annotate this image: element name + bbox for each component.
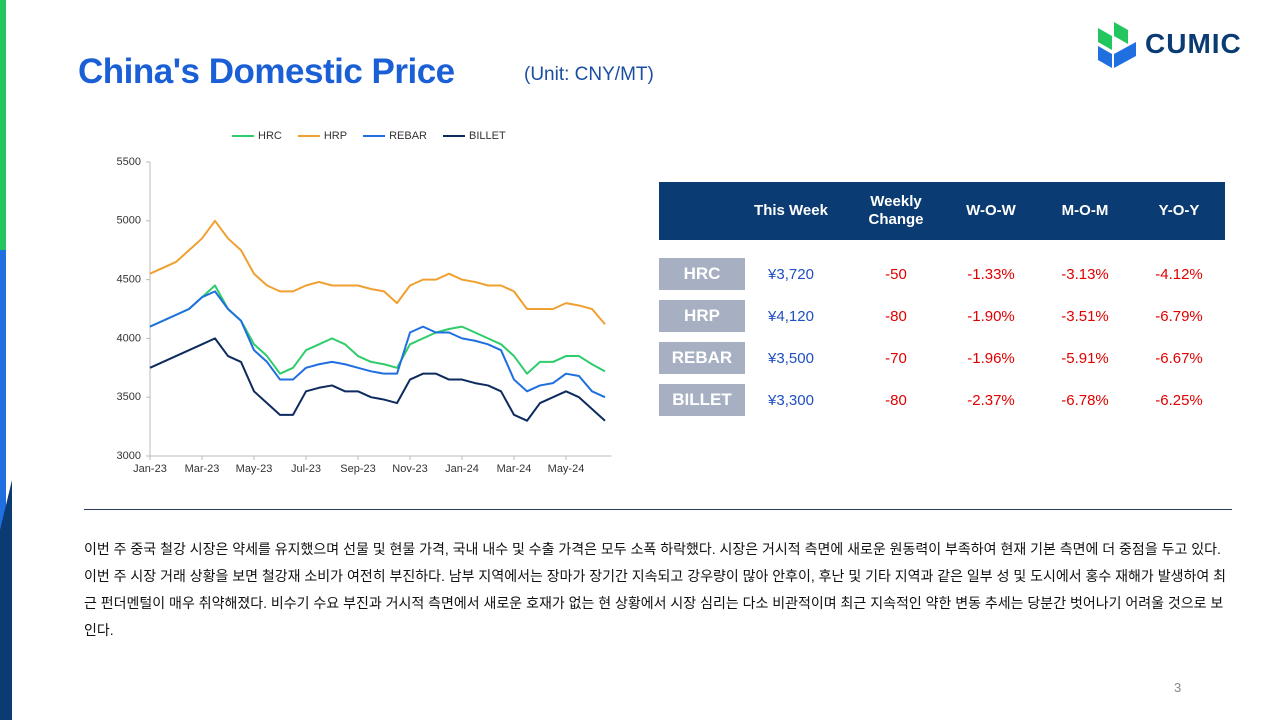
y-tick-label: 4000 [117, 332, 141, 344]
logo-mark [1114, 42, 1136, 68]
logo-mark [1114, 22, 1128, 44]
table-cell: ¥3,720 [768, 266, 814, 283]
logo-mark [1098, 46, 1112, 68]
y-tick-label: 3000 [117, 450, 141, 462]
table-cell: -6.78% [1061, 392, 1109, 409]
edge-bar [0, 0, 6, 250]
table-cell: -4.12% [1155, 266, 1203, 283]
y-tick-label: 5000 [117, 215, 141, 227]
row-label: HRC [659, 258, 745, 290]
x-tick-label: May-24 [548, 463, 585, 475]
logo-mark [1098, 28, 1112, 50]
x-tick-label: Jan-24 [445, 463, 479, 475]
divider [84, 509, 1232, 510]
table-cell: -70 [885, 350, 907, 367]
series-line [149, 284, 606, 375]
table-cell: -6.25% [1155, 392, 1203, 409]
legend-label: HRP [324, 130, 347, 142]
x-tick-label: Jan-23 [133, 463, 167, 475]
x-tick-label: Sep-23 [340, 463, 375, 475]
chart: 3000 3500 4000 4500 5000 5500 Jan-23 Mar-23 May-… [117, 130, 612, 475]
x-tick-label: Jul-23 [291, 463, 321, 475]
table-cell: -3.51% [1061, 308, 1109, 325]
row-label: BILLET [659, 384, 745, 416]
table-cell: ¥3,300 [768, 392, 814, 409]
x-tick-label: Mar-24 [497, 463, 532, 475]
table-cell: -80 [885, 308, 907, 325]
edge-bar [0, 480, 12, 720]
column-header: Y-O-Y [1158, 202, 1200, 219]
table-cell: -5.91% [1061, 350, 1109, 367]
table-cell: -1.33% [967, 266, 1015, 283]
commentary: 이번 주 중국 철강 시장은 약세를 유지했으며 선물 및 현물 가격, 국내 … [84, 541, 1226, 638]
y-tick-label: 3500 [117, 391, 141, 403]
unit: (Unit: CNY/MT) [524, 64, 654, 85]
y-tick-label: 4500 [117, 274, 141, 286]
edge-bar [0, 250, 6, 530]
legend-label: HRC [258, 130, 282, 142]
series-line [149, 290, 606, 399]
table-cell: -1.90% [967, 308, 1015, 325]
table-cell: -1.96% [967, 350, 1015, 367]
table-cell: ¥3,500 [768, 350, 814, 367]
title: China's Domestic Price [78, 52, 455, 91]
row-label: REBAR [659, 342, 745, 374]
row-label: HRP [659, 300, 745, 332]
column-header: W-O-W [966, 202, 1016, 219]
legend-label: REBAR [389, 130, 427, 142]
column-header: This Week [754, 202, 828, 219]
table-cell: -6.79% [1155, 308, 1203, 325]
legend-label: BILLET [469, 130, 506, 142]
column-header: Weekly Change [868, 193, 924, 228]
table-cell: ¥4,120 [768, 308, 814, 325]
table-cell: -50 [885, 266, 907, 283]
x-tick-label: Mar-23 [185, 463, 220, 475]
table-cell: -6.67% [1155, 350, 1203, 367]
series-line [149, 219, 606, 325]
x-tick-label: Nov-23 [392, 463, 427, 475]
column-header: M-O-M [1061, 202, 1109, 219]
y-tick-label: 5500 [117, 156, 141, 168]
page-number: 3 [1174, 680, 1182, 695]
logo: CUMIC [1145, 28, 1242, 59]
x-tick-label: May-23 [236, 463, 273, 475]
table-cell: -80 [885, 392, 907, 409]
series-line [149, 337, 606, 422]
table-header: This Week Weekly Change W-O-W M-O-M Y-O-… [659, 182, 1225, 240]
table-cell: -3.13% [1061, 266, 1109, 283]
table-cell: -2.37% [967, 392, 1015, 409]
